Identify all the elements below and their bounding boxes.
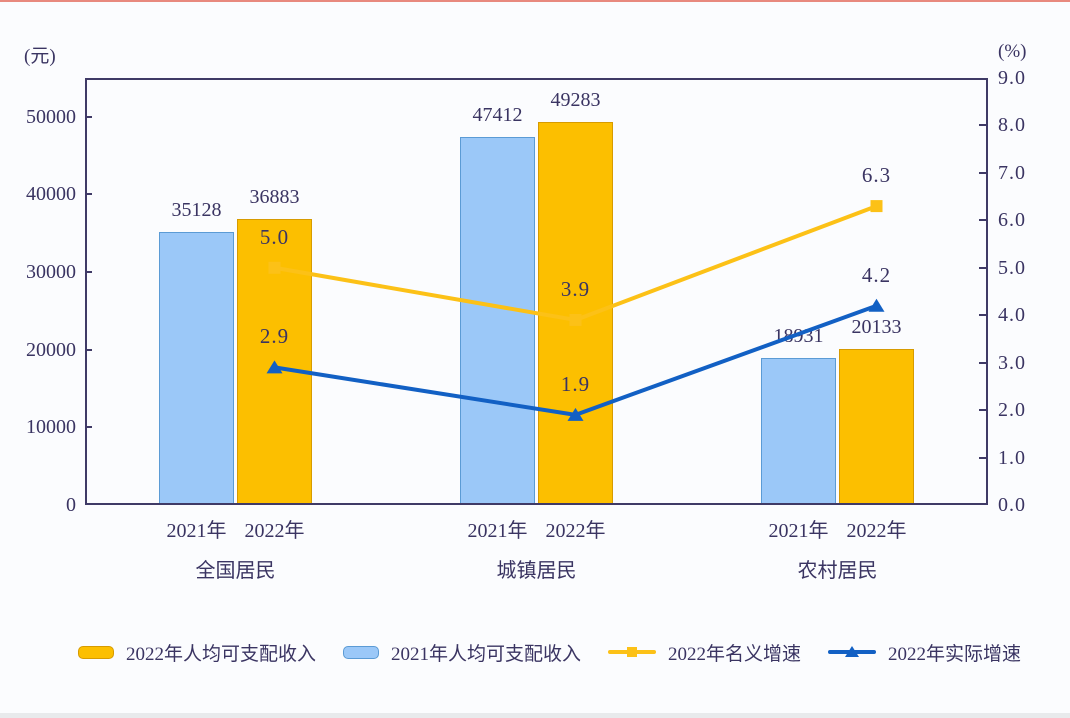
right-axis-tick: [979, 124, 986, 127]
bottom-strip: [0, 713, 1070, 718]
left-axis-tick-label: 50000: [26, 105, 76, 128]
left-axis-unit-label: (元): [24, 46, 56, 67]
right-axis-tick: [979, 314, 986, 317]
left-axis-tick-label: 20000: [26, 338, 76, 361]
right-axis-tick-label: 2.0: [998, 399, 1026, 422]
bar-2021年-城镇居民: [460, 136, 535, 503]
right-axis-tick: [979, 409, 986, 412]
bar-value-label: 20133: [851, 315, 902, 338]
right-axis-tick-label: 5.0: [998, 256, 1026, 279]
legend-item: 2022年实际增速: [828, 639, 1021, 666]
bar-2021年-农村居民: [761, 358, 836, 503]
bar-value-label: 35128: [171, 199, 222, 222]
line-value-label: 2.9: [259, 324, 290, 349]
legend-line-swatch: [608, 644, 657, 660]
line-value-label: 1.9: [560, 371, 591, 396]
bar-value-label: 49283: [550, 89, 601, 112]
top-accent-line: [0, 0, 1070, 2]
left-axis-tick-label: 10000: [26, 416, 76, 439]
legend-label: 2022年人均可支配收入: [126, 643, 317, 665]
right-axis-tick-label: 4.0: [998, 304, 1026, 327]
legend: 2022年人均可支配收入 2021年人均可支配收入 2022年名义增速 2022年实际…: [78, 639, 1058, 665]
legend-item: 2021年人均可支配收入: [343, 639, 581, 666]
bar-year-label: 2022年: [846, 520, 907, 542]
right-axis-tick-label: 9.0: [998, 67, 1026, 89]
right-axis-tick: [979, 266, 986, 269]
bar-2022年-城镇居民: [538, 122, 613, 503]
left-axis-tick: [85, 426, 92, 429]
right-axis-tick-label: 7.0: [998, 161, 1026, 184]
left-axis-tick: [85, 115, 92, 118]
right-axis-tick: [979, 361, 986, 364]
bar-2022年-全国居民: [237, 218, 312, 503]
group-label: 城镇居民: [496, 560, 577, 582]
left-axis-tick-label: 40000: [26, 183, 76, 206]
right-axis-tick: [979, 219, 986, 222]
legend-bar-swatch: [343, 645, 380, 659]
left-axis-tick: [85, 348, 92, 351]
line-value-label: 6.3: [861, 163, 892, 188]
group-label: 全国居民: [195, 560, 276, 582]
line-value-label: 3.9: [560, 276, 591, 301]
legend-label: 2022年实际增速: [888, 643, 1022, 665]
bar-year-label: 2021年: [467, 520, 528, 542]
bar-value-label: 47412: [472, 103, 523, 126]
legend-line-swatch: [828, 644, 877, 660]
bar-year-label: 2022年: [545, 520, 606, 542]
bar-year-label: 2021年: [768, 520, 829, 542]
bar-year-label: 2022年: [244, 520, 305, 542]
right-axis-tick-label: 6.0: [998, 209, 1026, 232]
right-axis-tick-label: 1.0: [998, 446, 1026, 469]
right-axis-tick-label: 8.0: [998, 114, 1026, 137]
bar-2021年-全国居民: [159, 232, 234, 503]
right-axis-tick: [979, 456, 986, 459]
legend-item: 2022年人均可支配收入: [78, 639, 316, 666]
bar-2022年-农村居民: [839, 348, 914, 503]
left-axis-tick-label: 30000: [26, 261, 76, 284]
legend-label: 2022年名义增速: [668, 643, 802, 665]
right-axis-tick-label: 3.0: [998, 351, 1026, 374]
right-axis-tick: [979, 171, 986, 174]
legend-label: 2021年人均可支配收入: [391, 643, 582, 665]
left-axis-tick-label: 0: [66, 494, 76, 516]
left-axis-tick: [85, 271, 92, 274]
right-axis-tick-label: 0.0: [998, 494, 1026, 516]
line-value-label: 4.2: [861, 262, 892, 287]
legend-item: 2022年名义增速: [608, 639, 801, 666]
legend-triangle-marker-icon: [845, 646, 860, 657]
line-value-label: 5.0: [259, 224, 290, 249]
bar-year-label: 2021年: [166, 520, 227, 542]
right-axis-unit-label: (%): [998, 41, 1027, 62]
group-label: 农村居民: [797, 560, 878, 582]
legend-square-marker-icon: [627, 647, 638, 657]
left-axis-tick: [85, 193, 92, 196]
plot-area: [85, 78, 988, 505]
bar-value-label: 36883: [249, 185, 300, 208]
legend-bar-swatch: [78, 645, 114, 659]
